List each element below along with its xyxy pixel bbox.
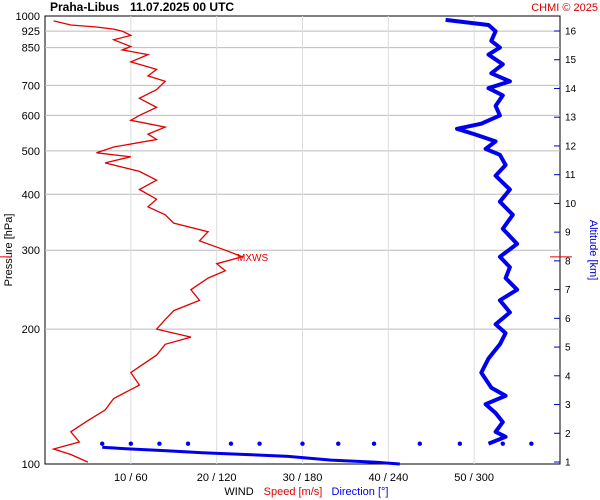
altitude-tick-14: 14: [565, 84, 577, 95]
direction-point-5: [228, 441, 234, 446]
direction-series-line: [445, 17, 520, 446]
pressure-tick-labels: 100 200 300 400 500 600 700 850 925 1000: [16, 11, 40, 471]
direction-point-4: [185, 441, 191, 446]
pressure-tick-500: 500: [22, 146, 40, 158]
direction-point-2: [128, 441, 134, 446]
direction-upper-line: [102, 445, 400, 466]
altitude-tick-16: 16: [565, 27, 577, 38]
altitude-tick-8: 8: [565, 256, 571, 267]
direction-point-9: [371, 441, 377, 446]
altitude-tick-5: 5: [565, 343, 571, 354]
altitude-tick-15: 15: [565, 55, 577, 66]
pressure-tick-850: 850: [22, 43, 40, 55]
mxws-label: MXWS: [237, 253, 268, 264]
altitude-tick-9: 9: [565, 228, 571, 239]
altitude-tick-1: 1: [565, 458, 571, 469]
grid-lines: [44, 15, 561, 465]
wind-tick-5: 50 / 300: [454, 472, 494, 484]
station-name: Praha-Libus: [50, 0, 120, 14]
pressure-tick-300: 300: [22, 245, 40, 257]
altitude-tick-2: 2: [565, 429, 571, 440]
sounding-datetime: 11.07.2025 00 UTC: [130, 0, 234, 14]
credit-text: CHMI © 2025: [531, 2, 598, 14]
altitude-tick-11: 11: [565, 170, 576, 181]
altitude-tick-10: 10: [565, 199, 577, 210]
altitude-tick-4: 4: [565, 371, 571, 382]
pressure-tick-400: 400: [22, 189, 40, 201]
legend-wind: WIND: [224, 486, 253, 498]
pressure-axis-label: Pressure [hPa]: [3, 214, 15, 287]
direction-point-7: [300, 441, 305, 446]
series-layer: [51, 17, 534, 466]
pressure-tick-200: 200: [22, 324, 40, 336]
wind-tick-labels: 10 / 60 20 / 120 30 / 180 40 / 240 50 / 300: [114, 472, 494, 484]
direction-point-3: [157, 441, 162, 446]
speed-series-line: [51, 20, 245, 463]
legend-direction: Direction [°]: [332, 486, 389, 498]
pressure-tick-1000: 1000: [16, 11, 40, 23]
direction-point-6: [257, 441, 262, 446]
altitude-tick-7: 7: [565, 285, 571, 296]
direction-point-13: [529, 441, 534, 446]
wind-tick-1: 10 / 60: [114, 472, 148, 484]
altitude-tick-6: 6: [565, 314, 571, 325]
direction-point-12: [500, 441, 505, 446]
wind-tick-2: 20 / 120: [197, 472, 237, 484]
direction-point-1: [100, 441, 105, 446]
pressure-tick-925: 925: [22, 26, 40, 38]
altitude-tick-3: 3: [565, 400, 571, 411]
direction-point-11: [457, 441, 463, 446]
direction-point-10: [417, 441, 423, 446]
direction-point-8: [336, 441, 341, 446]
wind-tick-3: 30 / 180: [283, 472, 323, 484]
legend-speed: Speed [m/s]: [264, 486, 323, 498]
pressure-tick-600: 600: [22, 110, 40, 122]
altitude-tick-12: 12: [565, 141, 577, 152]
altitude-tick-13: 13: [565, 113, 577, 124]
wind-tick-4: 40 / 240: [368, 472, 408, 484]
mxws-marker: MXWS: [0, 253, 572, 264]
pressure-tick-100: 100: [22, 459, 40, 471]
pressure-tick-700: 700: [22, 80, 40, 92]
altitude-axis-label: Altitude [km]: [587, 220, 599, 281]
